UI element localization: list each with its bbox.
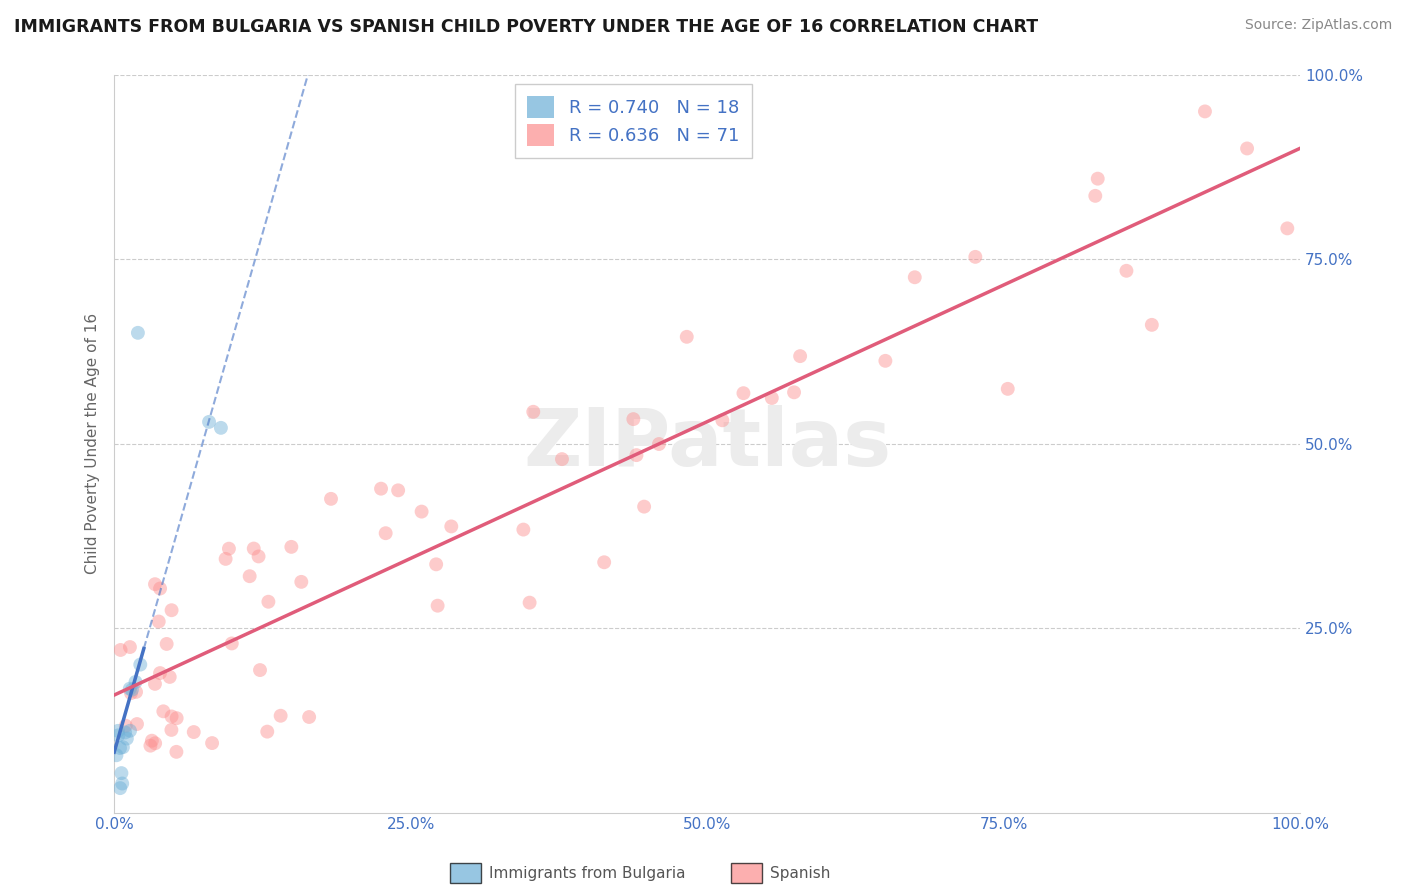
Point — [519, 596, 541, 610]
Point — [218, 541, 240, 556]
Point — [626, 448, 648, 462]
Point — [249, 663, 271, 677]
Point — [387, 483, 409, 498]
Point — [118, 723, 141, 738]
Point — [198, 415, 221, 429]
Point — [411, 505, 433, 519]
Point — [370, 482, 392, 496]
Point — [290, 574, 312, 589]
Point — [108, 741, 131, 756]
Point — [141, 733, 163, 747]
Legend: R = 0.740   N = 18, R = 0.636   N = 71: R = 0.740 N = 18, R = 0.636 N = 71 — [515, 84, 752, 158]
Text: IMMIGRANTS FROM BULGARIA VS SPANISH CHILD POVERTY UNDER THE AGE OF 16 CORRELATIO: IMMIGRANTS FROM BULGARIA VS SPANISH CHIL… — [14, 18, 1038, 36]
Point — [152, 704, 174, 718]
Point — [425, 558, 447, 572]
Point — [1115, 264, 1137, 278]
Text: Immigrants from Bulgaria: Immigrants from Bulgaria — [489, 866, 686, 880]
Point — [522, 405, 544, 419]
Point — [1194, 104, 1216, 119]
Point — [160, 603, 183, 617]
Point — [143, 736, 166, 750]
Point — [221, 636, 243, 650]
Point — [280, 540, 302, 554]
Point — [1084, 189, 1107, 203]
Point — [201, 736, 224, 750]
Point — [789, 349, 811, 363]
Point — [621, 412, 644, 426]
Point — [120, 686, 142, 700]
Point — [247, 549, 270, 564]
Point — [426, 599, 449, 613]
Point — [1140, 318, 1163, 332]
Point — [214, 552, 236, 566]
Point — [298, 710, 321, 724]
Point — [143, 677, 166, 691]
Point — [105, 748, 128, 763]
Point — [551, 452, 574, 467]
Point — [118, 640, 141, 654]
Point — [733, 386, 755, 401]
Point — [648, 437, 671, 451]
Point — [512, 523, 534, 537]
Point — [149, 582, 172, 596]
Point — [374, 526, 396, 541]
Point — [108, 781, 131, 796]
Point — [166, 711, 188, 725]
Point — [242, 541, 264, 556]
Point — [633, 500, 655, 514]
Point — [149, 666, 172, 681]
Point — [675, 330, 697, 344]
Point — [593, 555, 616, 569]
Point — [114, 719, 136, 733]
Point — [875, 354, 897, 368]
Point — [239, 569, 262, 583]
Point — [110, 766, 132, 780]
Point — [124, 675, 146, 690]
Point — [110, 643, 132, 657]
Point — [118, 681, 141, 696]
Point — [257, 595, 280, 609]
Point — [125, 717, 148, 731]
Point — [711, 413, 734, 427]
Point — [1236, 141, 1258, 155]
Point — [209, 421, 232, 435]
Point — [1087, 171, 1109, 186]
Point — [160, 723, 183, 737]
Y-axis label: Child Poverty Under the Age of 16: Child Poverty Under the Age of 16 — [86, 313, 100, 574]
Point — [129, 657, 152, 672]
Point — [761, 391, 783, 405]
Point — [125, 685, 148, 699]
Point — [139, 739, 162, 753]
Point — [965, 250, 987, 264]
Text: ZIPatlas: ZIPatlas — [523, 405, 891, 483]
Point — [127, 326, 149, 340]
Point — [111, 740, 134, 755]
Point — [121, 682, 143, 697]
Point — [319, 491, 342, 506]
Point — [148, 615, 170, 629]
Point — [107, 723, 129, 738]
Text: Source: ZipAtlas.com: Source: ZipAtlas.com — [1244, 18, 1392, 32]
Point — [114, 725, 136, 739]
Point — [997, 382, 1019, 396]
Point — [165, 745, 187, 759]
Point — [270, 708, 292, 723]
Point — [107, 728, 129, 742]
Point — [159, 670, 181, 684]
Point — [256, 724, 278, 739]
Point — [160, 709, 183, 723]
Point — [183, 725, 205, 739]
Point — [111, 776, 134, 790]
Point — [904, 270, 927, 285]
Point — [783, 385, 806, 400]
Point — [1277, 221, 1299, 235]
Text: Spanish: Spanish — [770, 866, 831, 880]
Point — [143, 577, 166, 591]
Point — [115, 731, 138, 746]
Point — [440, 519, 463, 533]
Point — [156, 637, 179, 651]
